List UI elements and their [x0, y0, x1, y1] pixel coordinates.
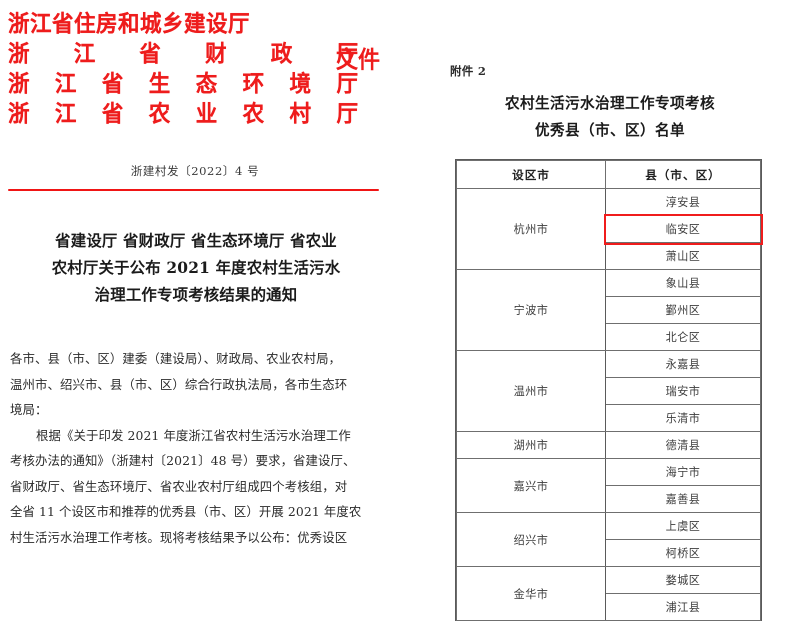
cell-county: 萧山区 [605, 242, 761, 270]
roster-title-line-1: 农村生活污水治理工作专项考核 [505, 95, 715, 112]
body-line-3: 境局： [10, 402, 48, 417]
document-body: 各市、县（市、区）建委（建设局）、财政局、农业农村局， 温州市、绍兴市、县（市、区… [10, 346, 378, 550]
cell-county: 象山县 [605, 269, 761, 297]
cell-county-highlighted: 临安区 [605, 215, 761, 243]
cell-county: 柯桥区 [605, 539, 761, 567]
cell-city: 湖州市 [456, 431, 606, 459]
table-header-row: 设区市 县（市、区） [456, 160, 761, 189]
cell-county: 浦江县 [605, 593, 761, 621]
table-row: 乐清市 [457, 404, 761, 432]
body-line-7: 全省 11 个设区市和推荐的优秀县（市、区）开展 2021 年度农 [10, 504, 362, 519]
cell-city: 金华市 [456, 566, 606, 621]
attachment-label: 附件 2 [450, 64, 487, 78]
roster-table-wrapper: 设区市 县（市、区） 杭州市 淳安县 临安区 萧山区 宁波市 象山县 鄞州区 北仑区 温州市 永嘉… [455, 159, 763, 621]
cell-county: 德清县 [605, 431, 761, 459]
cell-county: 北仑区 [605, 323, 761, 351]
cell-city: 宁波市 [456, 269, 606, 351]
left-page: 浙江省住房和城乡建设厅浙江省财政厅浙江省生态环境厅浙江省农业农村厅 文件 浙建村… [0, 0, 410, 576]
cell-county: 永嘉县 [605, 350, 761, 378]
table-row: 杭州市 淳安县 [456, 188, 761, 270]
roster-title: 农村生活污水治理工作专项考核 优秀县（市、区）名单 [450, 90, 770, 144]
table-row: 金华市 婺城区 [456, 566, 761, 621]
table-row: 湖州市 德清县 [456, 431, 761, 459]
body-line-4: 根据《关于印发 2021 年度浙江省农村生活污水治理工作 [36, 427, 351, 443]
table-row: 嘉兴市 海宁市 [456, 458, 761, 513]
cell-county: 嘉善县 [605, 485, 761, 513]
roster-table: 设区市 县（市、区） 杭州市 淳安县 临安区 萧山区 宁波市 象山县 鄞州区 北仑区 温州市 永嘉… [455, 159, 762, 621]
column-header-county: 县（市、区） [605, 160, 761, 189]
table-row: 宁波市 象山县 [456, 269, 761, 351]
body-line-5: 考核办法的通知》（浙建村〔2021〕48 号）要求，省建设厅、 [10, 453, 356, 468]
cell-county: 上虞区 [605, 512, 761, 540]
roster-table-head: 设区市 县（市、区） [456, 160, 761, 189]
cell-county: 淳安县 [605, 188, 761, 216]
column-header-city: 设区市 [456, 160, 606, 189]
document-title-line-1: 省建设厅 省财政厅 省生态环境厅 省农业 [55, 232, 337, 250]
letterhead-line-2: 浙江省财政厅 [8, 41, 358, 68]
body-line-2: 温州市、绍兴市、县（市、区）综合行政执法局，各市生态环 [10, 376, 348, 392]
table-row: 嘉善县 [457, 485, 761, 513]
letterhead-lines: 浙江省住房和城乡建设厅浙江省财政厅浙江省生态环境厅浙江省农业农村厅 [8, 10, 380, 130]
document-spread: 浙江省住房和城乡建设厅浙江省财政厅浙江省生态环境厅浙江省农业农村厅 文件 浙建村… [0, 0, 770, 621]
letterhead-suffix-wenjian: 文件 [336, 46, 381, 74]
body-line-1: 各市、县（市、区）建委（建设局）、财政局、农业农村局， [10, 351, 342, 366]
cell-city: 杭州市 [456, 188, 606, 270]
cell-county: 鄞州区 [605, 296, 761, 324]
cell-county: 海宁市 [605, 458, 761, 486]
cell-city: 温州市 [456, 350, 606, 432]
cell-city: 绍兴市 [456, 512, 606, 567]
body-line-8: 村生活污水治理工作考核。现将考核结果予以公布：优秀设区 [10, 529, 348, 545]
table-row: 鄞州区 [457, 296, 761, 324]
table-row: 温州市 永嘉县 [456, 350, 761, 432]
cell-county: 婺城区 [605, 566, 761, 594]
cell-city: 嘉兴市 [456, 458, 606, 513]
table-row: 瑞安市 [457, 377, 761, 405]
letterhead: 浙江省住房和城乡建设厅浙江省财政厅浙江省生态环境厅浙江省农业农村厅 [8, 10, 380, 130]
table-row: 绍兴市 上虞区 [456, 512, 761, 567]
cell-county: 乐清市 [605, 404, 761, 432]
cell-county: 瑞安市 [605, 377, 761, 405]
letterhead-line-4: 浙江省农业农村厅 [8, 101, 358, 128]
roster-table-body: 杭州市 淳安县 临安区 萧山区 宁波市 象山县 鄞州区 北仑区 温州市 永嘉县 瑞安市 乐清市 湖州市德… [456, 188, 761, 621]
body-line-6: 省财政厅、省生态环境厅、省农业农村厅组成四个考核组，对 [10, 478, 348, 494]
document-number: 浙建村发〔2022〕4 号 [130, 164, 260, 178]
letterhead-red-rule [8, 189, 379, 192]
document-title-line-2: 农村厅关于公布 2021 年度农村生活污水 [51, 259, 341, 277]
roster-title-line-2: 优秀县（市、区）名单 [535, 122, 685, 139]
document-title: 省建设厅 省财政厅 省生态环境厅 省农业 农村厅关于公布 2021 年度农村生活污… [14, 228, 378, 309]
letterhead-line-3: 浙江省生态环境厅 [8, 71, 358, 98]
document-title-line-3: 治理工作专项考核结果的通知 [94, 286, 298, 304]
letterhead-line-1: 浙江省住房和城乡建设厅 [8, 11, 251, 38]
table-row: 临安区 [457, 215, 761, 243]
